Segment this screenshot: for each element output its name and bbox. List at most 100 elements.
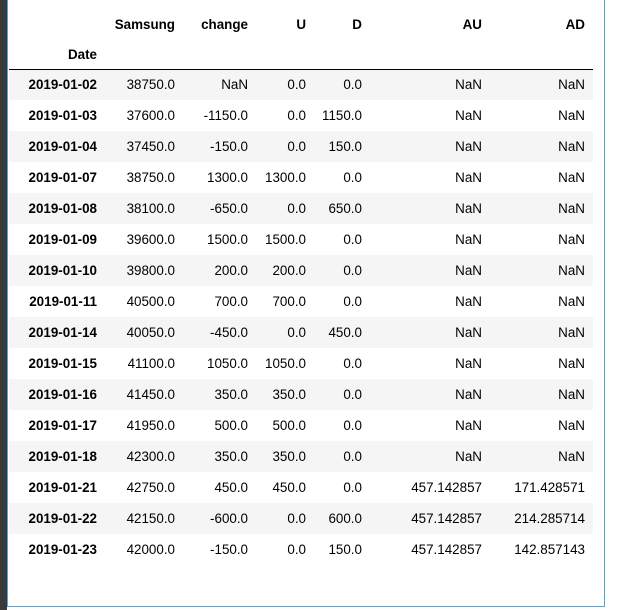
row-date: 2019-01-14 [9, 317, 105, 348]
cell-ad: NaN [489, 100, 593, 131]
cell-u: 1050.0 [256, 348, 314, 379]
cell-ad: NaN [489, 348, 593, 379]
table-row: 2019-01-03 37600.0 -1150.0 0.0 1150.0 NaN NaN [9, 100, 593, 131]
row-date: 2019-01-07 [9, 162, 105, 193]
cell-samsung: 41100.0 [105, 348, 183, 379]
cell-u: 500.0 [256, 410, 314, 441]
cell-samsung: 38750.0 [105, 162, 183, 193]
cell-change: -650.0 [183, 193, 256, 224]
cell-u: 0.0 [256, 69, 314, 100]
column-header-au: AU [462, 16, 482, 32]
cell-samsung: 37600.0 [105, 100, 183, 131]
cell-au: NaN [369, 255, 490, 286]
cell-change: 450.0 [183, 472, 256, 503]
cell-samsung: 38750.0 [105, 69, 183, 100]
cell-d: 0.0 [314, 69, 370, 100]
table-row: 2019-01-04 37450.0 -150.0 0.0 150.0 NaN NaN [9, 131, 593, 162]
cell-samsung: 39800.0 [105, 255, 183, 286]
table-row: 2019-01-08 38100.0 -650.0 0.0 650.0 NaN NaN [9, 193, 593, 224]
cell-change: 1500.0 [183, 224, 256, 255]
row-date: 2019-01-17 [9, 410, 105, 441]
column-header-samsung: Samsung [114, 16, 175, 32]
cell-samsung: 41950.0 [105, 410, 183, 441]
left-cell-border [0, 0, 7, 610]
table-body: 2019-01-02 38750.0 NaN 0.0 0.0 NaN NaN 2019-01-… [9, 69, 593, 565]
table-row: 2019-01-11 40500.0 700.0 700.0 0.0 NaN NaN [9, 286, 593, 317]
cell-change: -150.0 [183, 534, 256, 565]
cell-u: 0.0 [256, 131, 314, 162]
cell-u: 0.0 [256, 100, 314, 131]
cell-ad: NaN [489, 224, 593, 255]
cell-samsung: 42000.0 [105, 534, 183, 565]
table-row: 2019-01-18 42300.0 350.0 350.0 0.0 NaN NaN [9, 441, 593, 472]
cell-au: NaN [369, 69, 490, 100]
table-row: 2019-01-22 42150.0 -600.0 0.0 600.0 457.14285… [9, 503, 593, 534]
cell-d: 0.0 [314, 348, 370, 379]
cell-samsung: 39600.0 [105, 224, 183, 255]
row-date: 2019-01-08 [9, 193, 105, 224]
cell-d: 0.0 [314, 162, 370, 193]
cell-u: 450.0 [256, 472, 314, 503]
cell-ad: NaN [489, 441, 593, 472]
cell-change: -1150.0 [183, 100, 256, 131]
cell-d: 0.0 [314, 441, 370, 472]
row-date: 2019-01-11 [9, 286, 105, 317]
cell-d: 150.0 [314, 534, 370, 565]
cell-d: 0.0 [314, 472, 370, 503]
table-row: 2019-01-14 40050.0 -450.0 0.0 450.0 NaN NaN [9, 317, 593, 348]
cell-d: 650.0 [314, 193, 370, 224]
cell-u: 700.0 [256, 286, 314, 317]
cell-au: NaN [369, 348, 490, 379]
cell-ad: NaN [489, 286, 593, 317]
table-row: 2019-01-02 38750.0 NaN 0.0 0.0 NaN NaN [9, 69, 593, 100]
cell-samsung: 40050.0 [105, 317, 183, 348]
table-row: 2019-01-07 38750.0 1300.0 1300.0 0.0 NaN NaN [9, 162, 593, 193]
cell-au: NaN [369, 131, 490, 162]
cell-change: 1050.0 [183, 348, 256, 379]
cell-ad: NaN [489, 69, 593, 100]
cell-ad: NaN [489, 255, 593, 286]
cell-ad: NaN [489, 410, 593, 441]
cell-d: 1150.0 [314, 100, 370, 131]
cell-au: NaN [369, 410, 490, 441]
table-row: 2019-01-09 39600.0 1500.0 1500.0 0.0 NaN NaN [9, 224, 593, 255]
cell-ad: NaN [489, 193, 593, 224]
cell-u: 1300.0 [256, 162, 314, 193]
row-date: 2019-01-02 [9, 69, 105, 100]
cell-change: 1300.0 [183, 162, 256, 193]
cell-d: 0.0 [314, 379, 370, 410]
cell-d: 600.0 [314, 503, 370, 534]
index-name-date: Date [9, 40, 105, 70]
column-header-row: Samsung change U D AU AD [9, 8, 593, 40]
row-date: 2019-01-16 [9, 379, 105, 410]
cell-au: NaN [369, 441, 490, 472]
row-date: 2019-01-03 [9, 100, 105, 131]
cell-ad: NaN [489, 379, 593, 410]
cell-au: NaN [369, 162, 490, 193]
cell-samsung: 40500.0 [105, 286, 183, 317]
column-header-change: change [201, 16, 248, 32]
index-name-row: Date [9, 40, 593, 70]
cell-samsung: 38100.0 [105, 193, 183, 224]
cell-au: 457.142857 [369, 503, 490, 534]
row-date: 2019-01-04 [9, 131, 105, 162]
cell-au: NaN [369, 193, 490, 224]
cell-d: 0.0 [314, 224, 370, 255]
table-row: 2019-01-15 41100.0 1050.0 1050.0 0.0 NaN NaN [9, 348, 593, 379]
cell-ad: NaN [489, 162, 593, 193]
cell-d: 150.0 [314, 131, 370, 162]
cell-u: 350.0 [256, 379, 314, 410]
column-header-ad: AD [565, 16, 585, 32]
cell-change: 350.0 [183, 441, 256, 472]
cell-change: -450.0 [183, 317, 256, 348]
column-header-d: D [352, 16, 362, 32]
right-margin [605, 0, 627, 610]
row-date: 2019-01-10 [9, 255, 105, 286]
table-row: 2019-01-21 42750.0 450.0 450.0 0.0 457.142857… [9, 472, 593, 503]
column-header-u: U [296, 16, 306, 32]
cell-change: 350.0 [183, 379, 256, 410]
cell-samsung: 41450.0 [105, 379, 183, 410]
cell-au: NaN [369, 100, 490, 131]
table-row: 2019-01-16 41450.0 350.0 350.0 0.0 NaN NaN [9, 379, 593, 410]
cell-d: 450.0 [314, 317, 370, 348]
